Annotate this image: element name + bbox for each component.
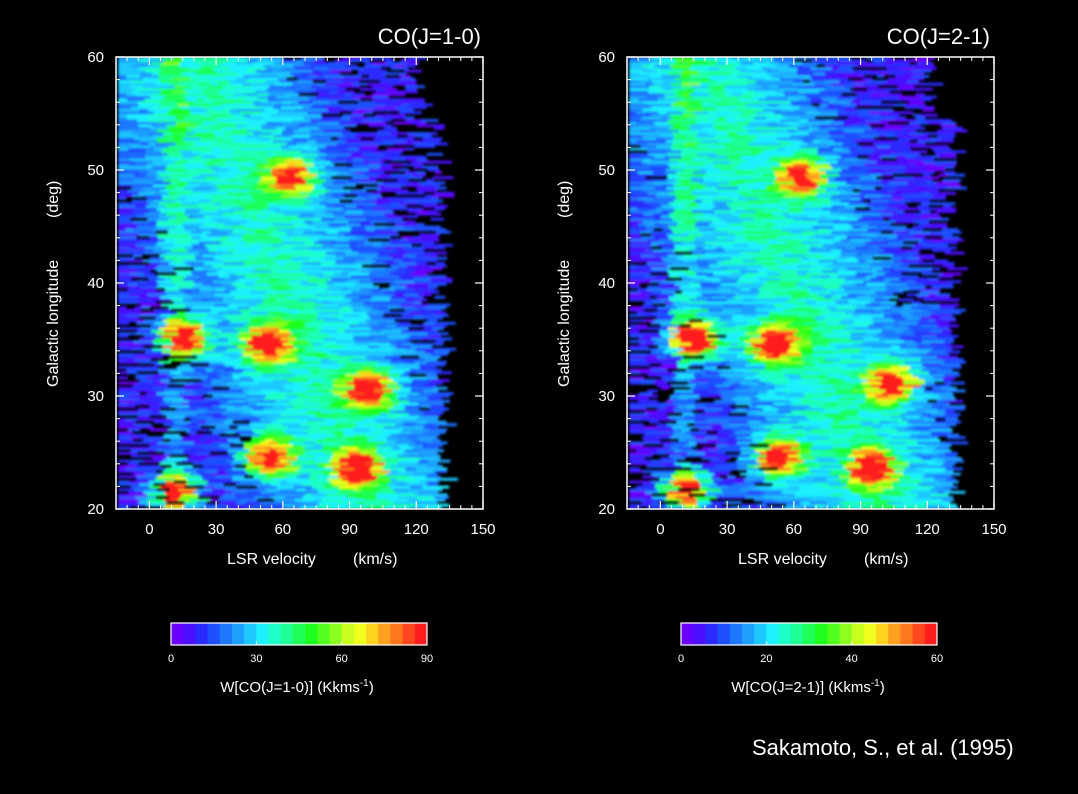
colorbar-swatch (341, 623, 355, 645)
y-tick-label: 50 (87, 162, 104, 179)
x-tick-label: 90 (852, 521, 869, 538)
heatmap-co21 (629, 57, 969, 509)
colorbar-swatch (280, 623, 294, 645)
colorbar-swatch (912, 623, 926, 645)
colorbar-swatch (888, 623, 901, 645)
colorbar-swatch (754, 623, 767, 645)
colorbar-swatch (851, 623, 865, 645)
colorbar-tick-label: 0 (678, 653, 684, 665)
x-tick-label: 30 (719, 521, 736, 538)
colorbar-swatch (305, 623, 318, 645)
colorbar-swatch (839, 623, 853, 645)
heatmap-co10 (118, 57, 458, 509)
colorbar-swatch (378, 623, 391, 645)
colorbar-swatch (183, 623, 196, 645)
y-tick-label: 50 (598, 162, 615, 179)
x-tick-label: 60 (785, 521, 802, 538)
colorbar-swatch (815, 623, 828, 645)
y-axis-unit: (deg) (45, 181, 62, 218)
colorbar-swatch (244, 623, 257, 645)
colorbar-swatch (171, 623, 184, 645)
colorbar-swatch (195, 623, 209, 645)
y-tick-label: 20 (598, 501, 615, 518)
y-axis-unit: (deg) (556, 181, 573, 218)
colorbar-swatch (741, 623, 755, 645)
axis-ticks: 0 30 60 90 120 150 20 30 40 50 60 (87, 49, 495, 538)
chart-title: CO(J=1-0) (378, 24, 481, 49)
colorbar-swatch (876, 623, 889, 645)
colorbar-swatch (790, 623, 804, 645)
colorbar-swatch (256, 623, 270, 645)
y-tick-label: 60 (598, 49, 615, 66)
x-tick-label: 60 (274, 521, 291, 538)
colorbar-label: W[CO(J=2-1)] (Kkms-1) (731, 678, 885, 696)
x-tick-label: 150 (470, 521, 495, 538)
colorbar-swatch (366, 623, 379, 645)
colorbar-swatch (705, 623, 719, 645)
colorbar-frame (680, 622, 938, 646)
colorbar-swatch (329, 623, 343, 645)
colorbar-swatch (717, 623, 731, 645)
x-tick-label: 30 (208, 521, 225, 538)
y-axis-label: Galactic longitude (45, 260, 62, 387)
x-axis-unit: (km/s) (864, 551, 908, 568)
colorbar-tick-label: 20 (760, 653, 772, 665)
colorbar-swatch (729, 623, 743, 645)
y-axis-label: Galactic longitude (556, 260, 573, 387)
colorbar-frame (170, 622, 428, 646)
colorbar-tick-label: 90 (421, 653, 433, 665)
axis-ticks: 0 30 60 90 120 150 20 30 40 50 60 (598, 49, 1006, 538)
colorbar-swatch (778, 623, 792, 645)
colorbar-label: W[CO(J=1-0)] (Kkms-1) (220, 678, 374, 696)
colorbar-tick-label: 30 (250, 653, 262, 665)
colorbar-swatch (802, 623, 816, 645)
y-tick-label: 30 (598, 388, 615, 405)
x-tick-label: 150 (981, 521, 1006, 538)
colorbar-swatch (219, 623, 233, 645)
colorbar-swatch (414, 623, 428, 645)
colorbar-swatch (207, 623, 221, 645)
colorbar-swatch (231, 623, 245, 645)
y-tick-label: 60 (87, 49, 104, 66)
colorbar-swatch (353, 623, 367, 645)
colorbar-swatch (900, 623, 914, 645)
x-tick-label: 0 (656, 521, 664, 538)
colorbar-tick-label: 60 (931, 653, 943, 665)
colorbar-swatch (390, 623, 404, 645)
colorbar-tick-label: 0 (168, 653, 174, 665)
x-tick-label: 120 (404, 521, 429, 538)
colorbar-swatch (402, 623, 416, 645)
x-axis-label: LSR velocity (738, 551, 827, 568)
y-tick-label: 30 (87, 388, 104, 405)
colorbar-swatch (693, 623, 706, 645)
colorbar-tick-label: 40 (846, 653, 858, 665)
x-axis-label: LSR velocity (227, 551, 316, 568)
y-tick-label: 40 (87, 275, 104, 292)
colorbar-swatch (766, 623, 780, 645)
colorbar: 0 30 60 90 (168, 622, 433, 665)
x-tick-label: 90 (341, 521, 358, 538)
colorbar-swatch (317, 623, 330, 645)
colorbar-swatch (924, 623, 938, 645)
chart-title: CO(J=2-1) (887, 24, 990, 49)
x-tick-label: 120 (915, 521, 940, 538)
colorbar-swatch (681, 623, 694, 645)
panel-co10: 0 30 60 90 120 150 20 30 40 50 60 CO(J=1-0) LSR ve… (45, 24, 496, 696)
colorbar-swatch (292, 623, 306, 645)
panel-co21: 0 30 60 90 120 150 20 30 40 50 60 CO(J=2-1) LSR ve… (556, 24, 1007, 696)
colorbar-swatch (863, 623, 877, 645)
x-tick-label: 0 (145, 521, 153, 538)
colorbar: 0 20 40 60 (678, 622, 943, 665)
x-axis-unit: (km/s) (353, 551, 397, 568)
y-tick-label: 40 (598, 275, 615, 292)
colorbar-swatch (827, 623, 840, 645)
y-tick-label: 20 (87, 501, 104, 518)
colorbar-tick-label: 60 (336, 653, 348, 665)
citation-credit: Sakamoto, S., et al. (1995) (752, 735, 1014, 760)
colorbar-swatch (268, 623, 282, 645)
